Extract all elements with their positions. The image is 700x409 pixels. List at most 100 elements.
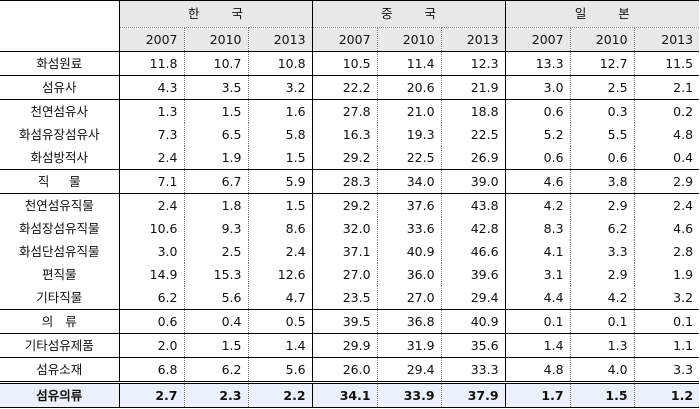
corner-cell-lower [0, 27, 119, 52]
value-cell: 1.5 [183, 332, 248, 357]
value-cell: 3.1 [504, 262, 571, 286]
value-cell: 39.6 [440, 262, 506, 286]
year-header: 2013 [440, 27, 506, 52]
value-cell: 10.8 [247, 51, 313, 75]
row-label: 의 류 [0, 308, 119, 333]
value-cell: 0.6 [118, 308, 184, 333]
value-cell: 0.3 [569, 98, 635, 123]
value-cell: 13.3 [504, 51, 571, 75]
value-cell: 22.5 [376, 145, 442, 169]
value-cell: 0.6 [569, 145, 635, 169]
value-cell: 2.2 [247, 380, 313, 408]
table-row: 화섬원료 11.8 10.7 10.8 10.5 11.4 12.3 13.3 12.7 11.5 [0, 51, 700, 75]
value-cell: 10.5 [311, 51, 378, 75]
value-cell: 8.6 [247, 216, 313, 240]
row-label: 기타섬유제품 [0, 332, 119, 357]
value-cell: 7.3 [118, 122, 184, 146]
value-cell: 6.7 [183, 168, 248, 193]
value-cell: 35.6 [440, 332, 506, 357]
row-label: 천연섬유사 [0, 98, 119, 123]
year-header: 2013 [633, 27, 700, 52]
value-cell: 1.6 [247, 98, 313, 123]
row-label: 화섬방적사 [30, 149, 88, 165]
value-cell: 29.4 [440, 285, 506, 309]
corner-cell [0, 0, 119, 28]
value-cell: 4.6 [504, 168, 571, 193]
year-header: 2010 [183, 27, 248, 52]
value-cell: 39.0 [440, 168, 506, 193]
value-cell: 11.5 [633, 51, 700, 75]
value-cell: 34.1 [311, 380, 378, 408]
value-cell: 33.3 [440, 356, 506, 382]
row-label: 화섬장섬유직물 [18, 220, 100, 236]
value-cell: 43.8 [440, 192, 506, 217]
value-cell: 42.8 [440, 216, 506, 240]
value-cell: 27.0 [376, 285, 442, 309]
value-cell: 9.3 [183, 216, 248, 240]
value-cell: 37.9 [440, 380, 506, 408]
value-cell: 4.8 [504, 356, 571, 382]
value-cell: 3.8 [569, 168, 635, 193]
value-cell: 4.1 [504, 239, 571, 263]
country-header-row: 한 국 중 국 일 본 [0, 0, 700, 28]
row-label: 편직물 [41, 266, 77, 282]
value-cell: 29.2 [311, 192, 378, 217]
value-cell: 15.3 [183, 262, 248, 286]
value-cell: 19.3 [376, 122, 442, 146]
value-cell: 0.4 [183, 308, 248, 333]
value-cell: 1.9 [183, 145, 248, 169]
value-cell: 22.2 [311, 74, 378, 99]
table-row: 화섬단섬유직물 3.0 2.5 2.4 37.1 40.9 46.6 4.1 3.3 2.8 [0, 239, 700, 263]
value-cell: 27.8 [311, 98, 378, 123]
value-cell: 5.6 [183, 285, 248, 309]
value-cell: 40.9 [440, 308, 506, 333]
table-row: 기타섬유제품 2.0 1.5 1.4 29.9 31.9 35.6 1.4 1.3 1.1 [0, 332, 700, 357]
value-cell: 12.3 [440, 51, 506, 75]
value-cell: 2.4 [247, 239, 313, 263]
year-header: 2013 [247, 27, 313, 52]
value-cell: 0.1 [569, 308, 635, 333]
value-cell: 2.8 [633, 239, 700, 263]
value-cell: 0.6 [504, 145, 571, 169]
value-cell: 11.8 [118, 51, 184, 75]
table-row: 화섬방적사 2.4 1.9 1.5 29.2 22.5 26.9 0.6 0.6 0.4 [0, 145, 700, 169]
row-label: 섬유의류 [0, 380, 119, 408]
country-china: 중 국 [311, 0, 506, 28]
year-header: 2007 [504, 27, 571, 52]
table-row: 화섬유장섬유사 7.3 6.5 5.8 16.3 19.3 22.5 5.2 5.5 4.8 [0, 122, 700, 146]
value-cell: 26.9 [440, 145, 506, 169]
value-cell: 1.9 [633, 262, 700, 286]
value-cell: 0.2 [633, 98, 700, 123]
table-row: 섬유의류 2.7 2.3 2.2 34.1 33.9 37.9 1.7 1.5 1.2 [0, 380, 700, 408]
value-cell: 6.2 [183, 356, 248, 382]
value-cell: 21.9 [440, 74, 506, 99]
value-cell: 37.1 [311, 239, 378, 263]
value-cell: 4.4 [504, 285, 571, 309]
year-header-row: 2007 2010 2013 2007 2010 2013 2007 2010 … [0, 27, 700, 52]
value-cell: 34.0 [376, 168, 442, 193]
value-cell: 2.3 [183, 380, 248, 408]
value-cell: 2.4 [118, 145, 184, 169]
value-cell: 1.3 [118, 98, 184, 123]
value-cell: 0.1 [633, 308, 700, 333]
value-cell: 29.2 [311, 145, 378, 169]
value-cell: 39.5 [311, 308, 378, 333]
value-cell: 12.7 [569, 51, 635, 75]
value-cell: 4.0 [569, 356, 635, 382]
value-cell: 2.1 [633, 74, 700, 99]
value-cell: 5.8 [247, 122, 313, 146]
value-cell: 5.2 [504, 122, 571, 146]
value-cell: 6.2 [118, 285, 184, 309]
value-cell: 4.7 [247, 285, 313, 309]
row-label: 섬유사 [0, 74, 119, 99]
year-header: 2007 [118, 27, 184, 52]
value-cell: 6.5 [183, 122, 248, 146]
value-cell: 3.0 [504, 74, 571, 99]
value-cell: 0.4 [633, 145, 700, 169]
value-cell: 2.5 [183, 239, 248, 263]
value-cell: 31.9 [376, 332, 442, 357]
value-cell: 1.5 [183, 98, 248, 123]
value-cell: 2.0 [118, 332, 184, 357]
year-header: 2010 [376, 27, 442, 52]
value-cell: 32.0 [311, 216, 378, 240]
